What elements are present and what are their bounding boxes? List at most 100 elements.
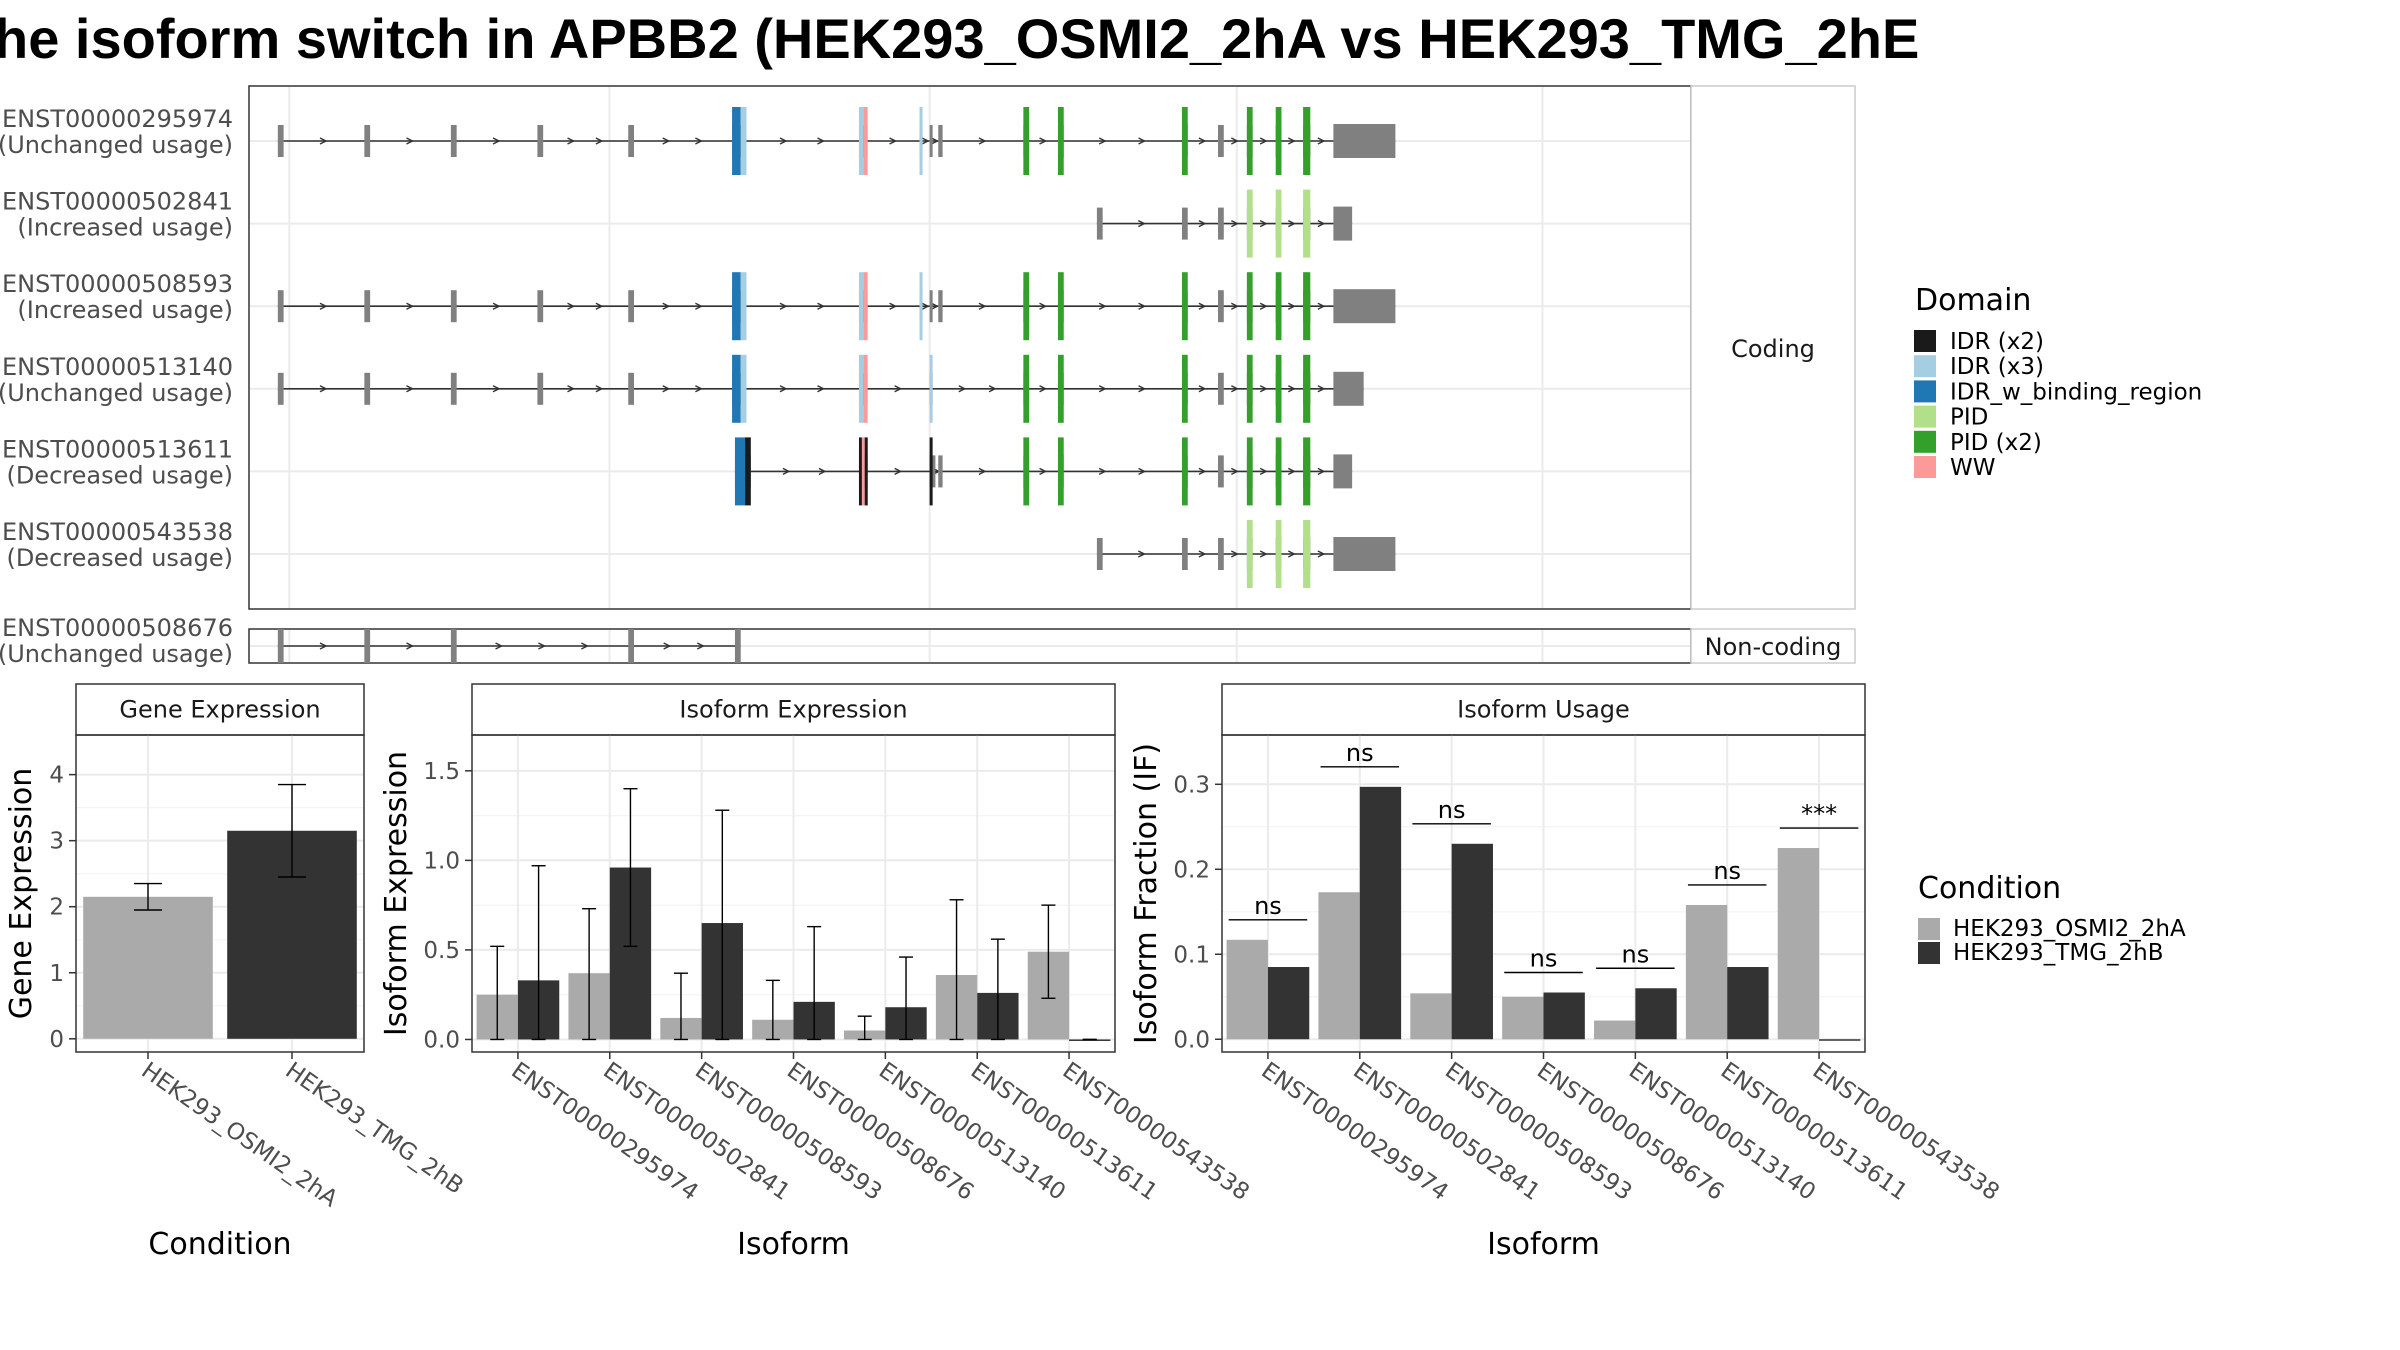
domain-block xyxy=(1275,189,1282,258)
domain-block xyxy=(858,437,862,506)
domain-block xyxy=(863,272,868,341)
intron-arrow xyxy=(567,385,576,393)
domain-block xyxy=(1303,437,1311,506)
intron-arrow xyxy=(492,302,501,310)
intron-arrow xyxy=(1138,137,1147,145)
domain-block xyxy=(1181,354,1188,423)
bar xyxy=(1267,967,1310,1040)
domain-legend-title: Domain xyxy=(1915,283,2031,318)
domain-block xyxy=(858,354,864,423)
exon-block xyxy=(364,125,371,157)
utr-exon xyxy=(1333,289,1396,324)
noncoding-strip-box xyxy=(1690,628,1856,664)
intron-arrow xyxy=(1039,137,1048,145)
transcript-labels: ENST00000295974(Unchanged usage)ENST0000… xyxy=(0,105,233,668)
exon-block xyxy=(734,629,741,663)
intron-arrow xyxy=(1198,467,1207,476)
intron-arrow xyxy=(406,137,415,145)
bar xyxy=(83,896,213,1039)
transcript-usage-label: (Decreased usage) xyxy=(6,544,233,572)
domain-block xyxy=(1303,520,1311,588)
significance-label: *** xyxy=(1801,800,1837,828)
domain-block xyxy=(863,354,868,423)
y-tick-label: 0 xyxy=(49,1027,64,1053)
structure-gridlines xyxy=(288,87,1544,662)
chart-bars: ns ns ns ns ns ns *** xyxy=(1226,739,1861,1041)
exon-block xyxy=(1096,538,1103,570)
intron-arrow xyxy=(406,302,415,310)
y-tick-label: 0.5 xyxy=(423,938,460,964)
utr-exon xyxy=(1333,371,1364,406)
x-axis-title: Condition xyxy=(148,1227,291,1262)
domain-block xyxy=(740,107,747,175)
y-tick-label: 4 xyxy=(49,763,64,789)
transcript-track xyxy=(250,354,1690,423)
domain-block xyxy=(745,437,751,506)
bar xyxy=(1635,988,1677,1040)
intron-arrow xyxy=(931,137,939,145)
intron-arrow xyxy=(894,467,903,476)
exon-block xyxy=(929,125,933,157)
domain-block xyxy=(919,107,923,175)
intron-arrow xyxy=(1287,385,1296,393)
intron-arrow xyxy=(1198,219,1207,228)
exon-block xyxy=(450,629,457,663)
domain-legend-label: IDR (x2) xyxy=(1950,329,2044,355)
domain-block xyxy=(1057,437,1064,506)
utr-exon xyxy=(1333,454,1353,489)
domain-block xyxy=(1246,354,1253,423)
intron-arrow xyxy=(1259,137,1268,145)
intron-arrow xyxy=(662,302,671,310)
intron-arrow xyxy=(662,385,671,393)
domain-block xyxy=(1303,107,1311,175)
exon-block xyxy=(277,125,284,157)
transcript-id-label: ENST00000513611 xyxy=(2,435,233,463)
intron-arrow xyxy=(1287,219,1296,228)
coding-strip-label: Coding xyxy=(1731,335,1815,363)
domain-block xyxy=(1023,354,1030,423)
intron-arrow xyxy=(1198,385,1207,393)
transcript-track xyxy=(250,437,1690,506)
intron-arrow xyxy=(1317,219,1326,228)
domain-legend-key xyxy=(1914,430,1936,453)
transcript-track xyxy=(250,520,1690,588)
significance-label: ns xyxy=(1346,739,1374,767)
intron-arrow xyxy=(663,642,672,650)
x-axis-title: Isoform xyxy=(1487,1227,1600,1262)
isoform-usage-chart: Isoform Usage 0.0 0.1 0.2 0.3 ns ns ns ns ns ns ***… xyxy=(1129,683,2004,1262)
intron-arrow xyxy=(1138,467,1147,476)
exon-block xyxy=(628,372,635,405)
chart-strip xyxy=(1221,683,1866,736)
intron-arrow xyxy=(595,302,604,310)
exon-block xyxy=(364,290,371,323)
domain-block xyxy=(1181,272,1188,341)
intron-arrow xyxy=(1287,467,1296,476)
chart-strip xyxy=(75,683,365,736)
exon-block xyxy=(1218,538,1224,570)
intron-arrow xyxy=(695,137,703,145)
figure-title: he isoform switch in APBB2 (HEK293_OSMI2… xyxy=(0,7,1919,70)
exon-block xyxy=(938,455,943,488)
exon-block xyxy=(938,290,943,323)
intron-arrow xyxy=(406,642,415,650)
intron-arrow xyxy=(779,137,788,145)
exon-block xyxy=(537,290,544,323)
intron-arrow xyxy=(1259,550,1268,558)
exon-block xyxy=(450,125,457,157)
domain-block xyxy=(1275,437,1282,506)
domain-block xyxy=(732,354,741,423)
domain-block xyxy=(1057,272,1064,341)
chart-bars xyxy=(83,783,357,1039)
chart-grid xyxy=(472,735,1115,1052)
bar xyxy=(1594,1020,1636,1040)
bar xyxy=(1777,848,1820,1040)
transcript-track xyxy=(250,107,1690,175)
intron-arrow xyxy=(1287,550,1296,558)
exon-block xyxy=(364,629,371,663)
domain-block xyxy=(734,437,746,506)
intron-arrow xyxy=(406,385,415,393)
exon-block xyxy=(628,125,635,157)
utr-exon xyxy=(1333,537,1396,571)
bar xyxy=(1359,786,1402,1040)
condition-legend-key xyxy=(1918,918,1940,940)
